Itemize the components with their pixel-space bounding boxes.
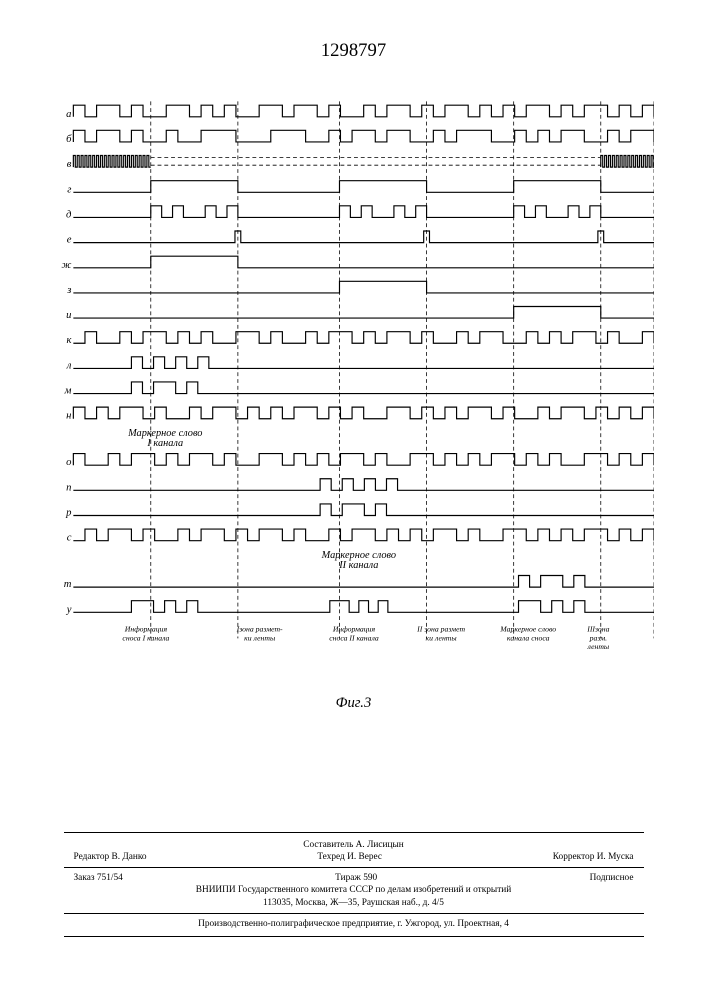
svg-text:т: т [63,579,71,590]
footer-tech-editor: Техред И. Верес [317,851,382,863]
timing-diagram: а б в г д е ж з и к л м н Маркерное слово I канала о п р с… [54,92,654,675]
footer-addr1: 113035, Москва, Ж—35, Раушская наб., д. … [64,897,644,909]
signal-т [73,576,654,588]
svg-text:к: к [66,335,72,346]
footer-subscription: Подписное [590,872,634,884]
svg-text:в: в [66,159,71,170]
signal-п [73,479,654,491]
svg-text:II зона размет: II зона размет [416,625,465,634]
svg-text:а: а [66,109,71,120]
signal-с [73,529,654,541]
signal-д [73,206,654,218]
footer-corrector: Корректор И. Муска [553,851,634,863]
svg-text:разм.: разм. [588,633,606,642]
svg-text:канала сноса: канала сноса [506,633,549,642]
footer-order: Заказ 751/54 [74,872,123,884]
svg-text:п: п [66,482,71,493]
svg-text:Информация: Информация [331,625,375,634]
svg-text:о: о [66,457,71,468]
svg-text:ки ленты: ки ленты [244,633,275,642]
signal-у [73,601,654,613]
signal-ж [73,256,654,268]
signal-м [73,382,654,394]
signal-е [73,231,654,243]
signal-к [73,332,654,344]
svg-text:ленты: ленты [586,642,609,651]
signal-л [73,357,654,369]
footer-org2: Производственно-полиграфическое предприя… [64,918,644,930]
svg-text:м: м [63,386,71,397]
signal-з [73,281,654,293]
footer-org1: ВНИИПИ Государственного комитета СССР по… [64,884,644,896]
page-number: 1298797 [50,40,657,62]
svg-text:IIIзона: IIIзона [586,625,609,634]
svg-text:и: и [66,310,71,321]
svg-text:ж: ж [61,260,71,271]
svg-text:е: е [66,235,71,246]
svg-text:Iзона размет-: Iзона размет- [235,625,282,634]
footer-tirage: Тираж 590 [335,872,377,884]
svg-text:д: д [66,209,72,220]
footer-composer: Составитель А. Лисицын [64,839,644,851]
signal-а [73,105,654,117]
signal-г [73,181,654,193]
svg-text:н: н [66,411,71,422]
svg-text:Маркерное слово: Маркерное слово [499,625,556,634]
svg-text:г: г [67,184,71,195]
signal-б [73,130,654,142]
signal-р [73,504,654,516]
footer-editor: Редактор В. Данко [74,851,147,863]
svg-text:II канала: II канала [338,560,378,571]
signal-о [73,454,654,466]
svg-text:Информация: Информация [123,625,167,634]
footer-block: Составитель А. Лисицын Редактор В. Данко… [64,832,644,937]
svg-text:с: с [66,533,71,544]
svg-text:л: л [65,360,71,371]
signal-н [73,407,654,419]
figure-label: Фиг.3 [50,695,657,712]
svg-text:у: у [65,604,71,615]
svg-text:р: р [65,508,71,519]
signal-и [73,306,654,318]
svg-text:сноса I канала: сноса I канала [122,633,169,642]
signal-в [73,156,654,168]
svg-text:ки ленты: ки ленты [425,633,456,642]
svg-text:б: б [66,134,72,145]
svg-text:сноса II канала: сноса II канала [329,633,379,642]
svg-text:з: з [66,285,71,296]
svg-text:I канала: I канала [146,438,183,449]
